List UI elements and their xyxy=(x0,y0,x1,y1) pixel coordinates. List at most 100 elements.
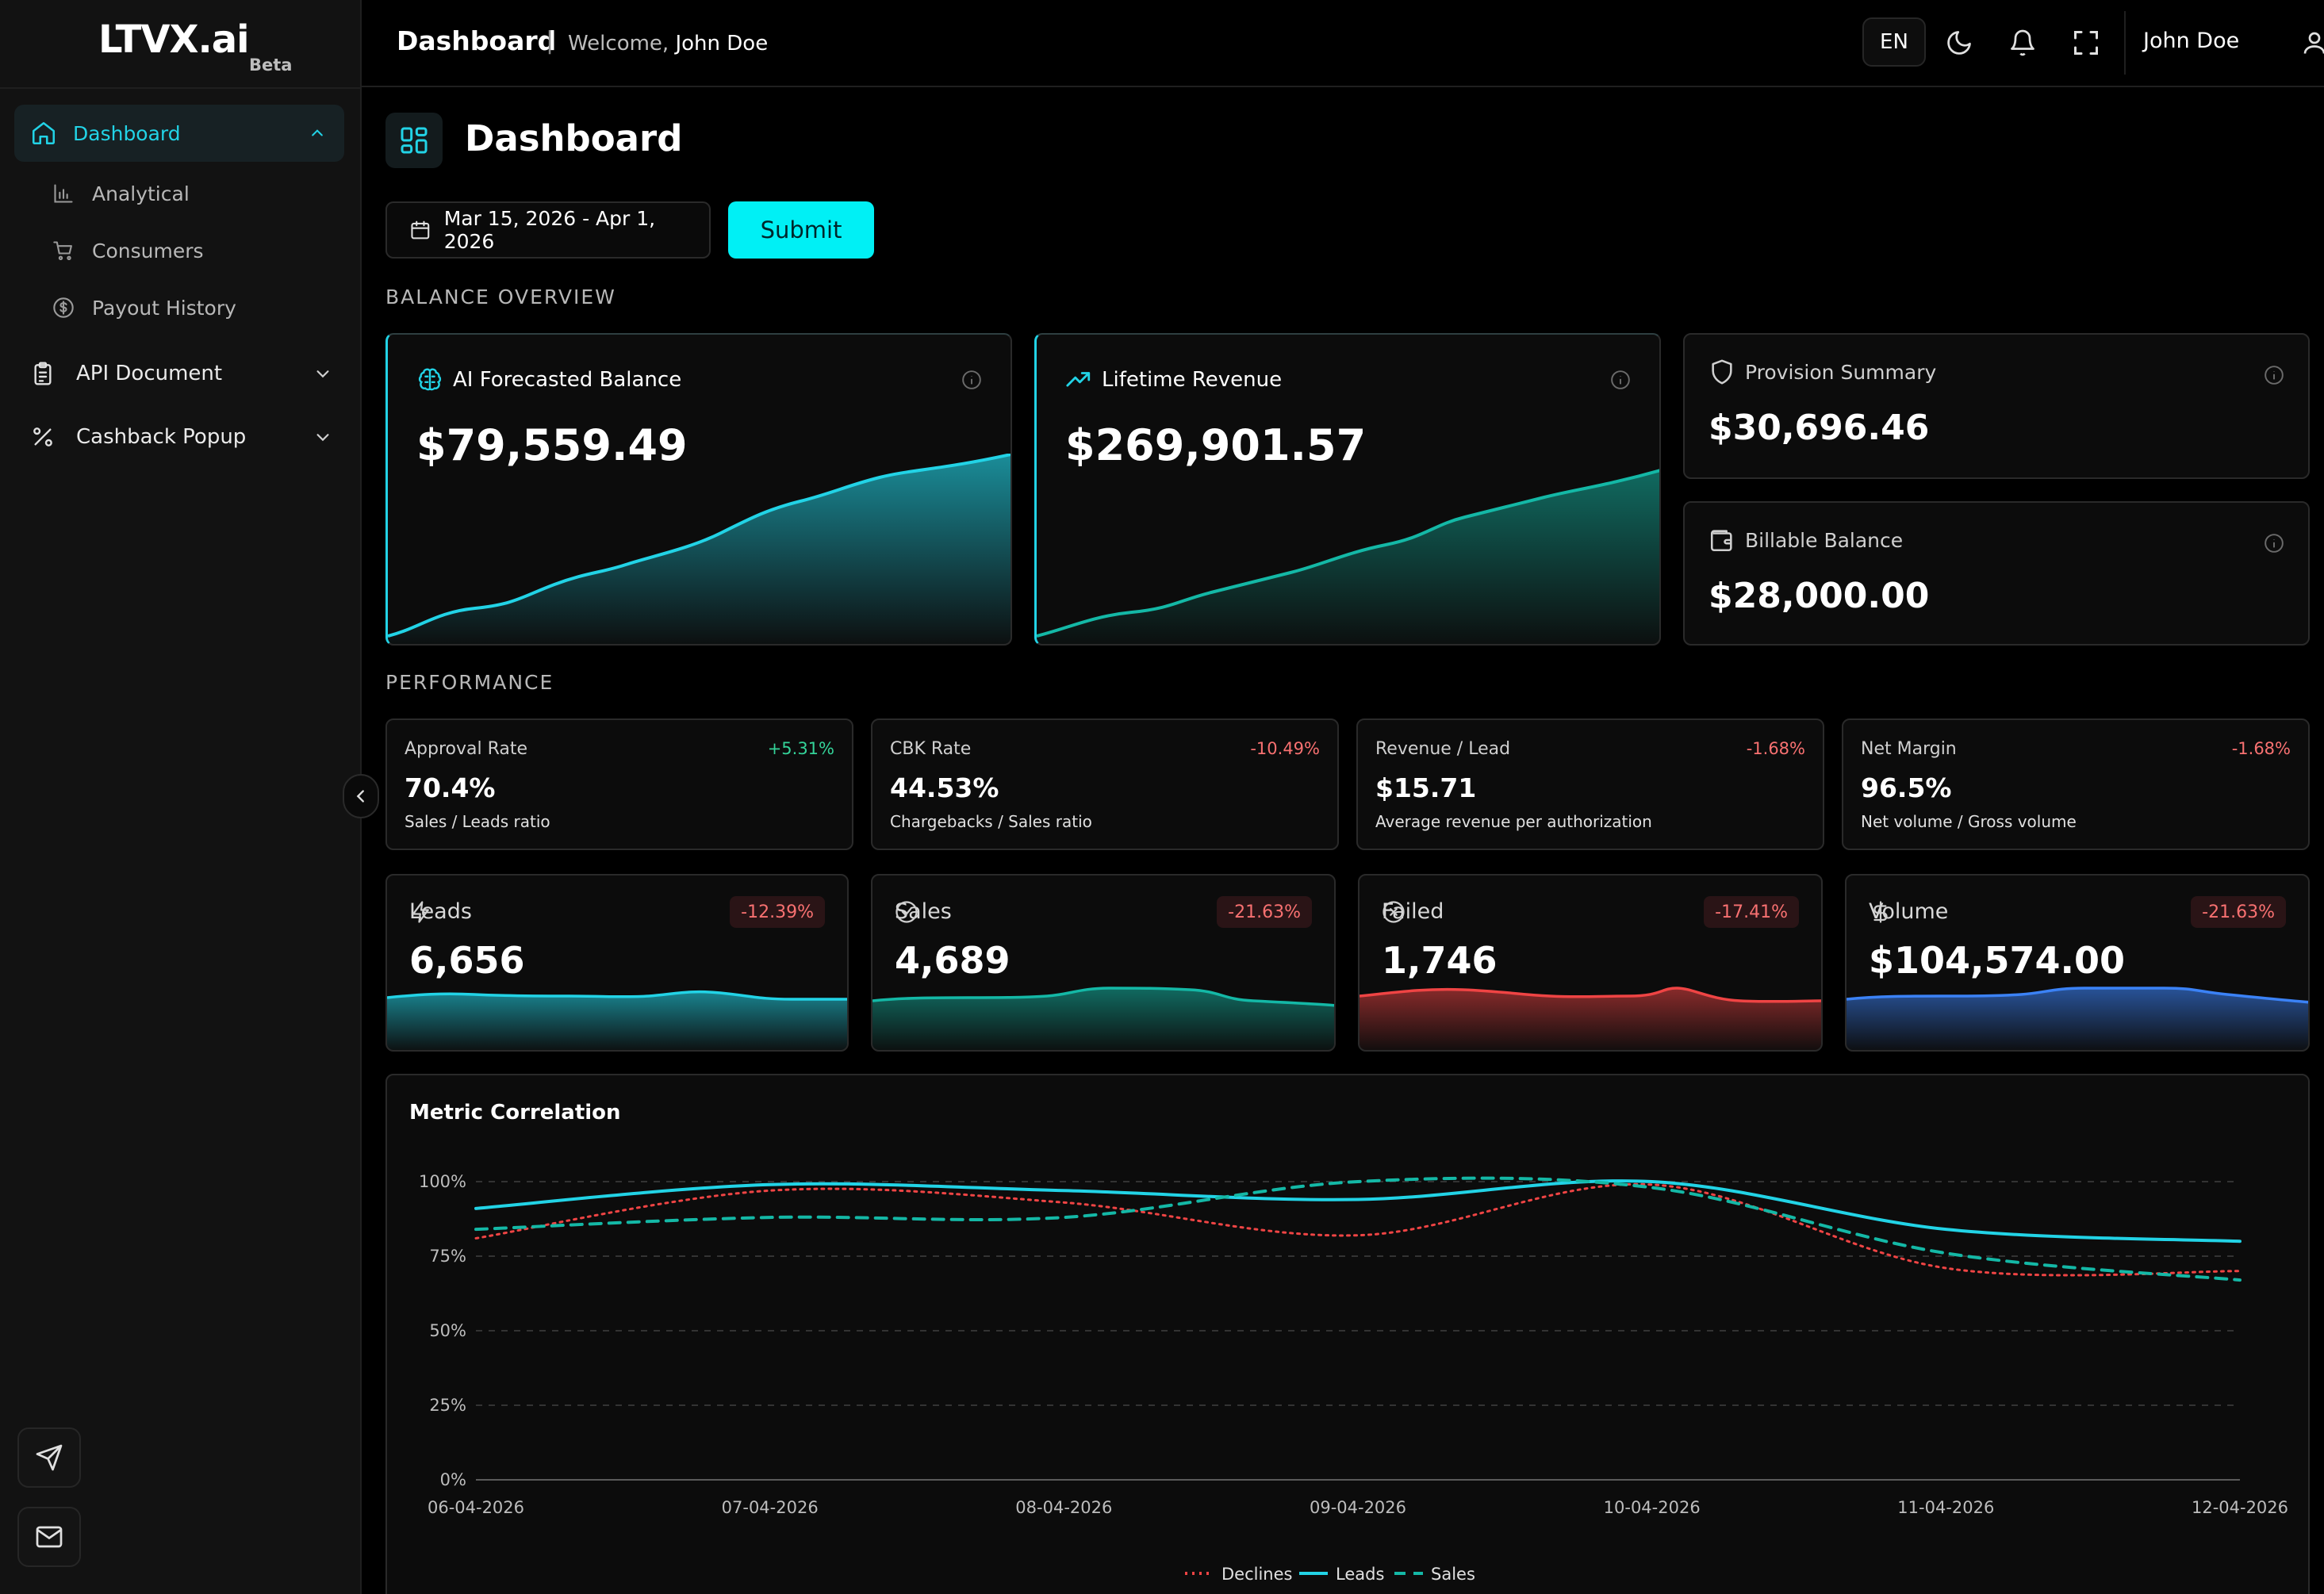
info-icon[interactable] xyxy=(1610,370,1631,390)
brain-icon xyxy=(418,368,442,391)
sidebar-item-analytical[interactable]: Analytical xyxy=(52,176,190,211)
metric-correlation-card: Metric Correlation 0% 25% 50% 75% 100% 06-04-… xyxy=(385,1074,2310,1594)
beta-label: Beta xyxy=(249,56,293,75)
x-tick-label: 08-04-2026 xyxy=(1015,1498,1112,1517)
x-circle-icon xyxy=(1383,901,1405,923)
card-amount: $30,696.46 xyxy=(1708,408,1930,448)
card-title: CBK Rate xyxy=(890,739,972,759)
card-title: Billable Balance xyxy=(1745,528,1904,552)
shield-icon xyxy=(1712,359,1732,385)
cbk-rate-card: CBK Rate -10.49% 44.53% Chargebacks / Sa… xyxy=(871,718,1339,850)
billable-balance-card: Billable Balance $28,000.00 xyxy=(1683,501,2310,646)
delta-badge: -12.39% xyxy=(730,896,825,928)
sidebar-item-api-document[interactable]: API Document xyxy=(30,354,332,393)
x-tick-label: 06-04-2026 xyxy=(428,1498,524,1517)
language-button[interactable]: EN xyxy=(1862,17,1926,67)
y-tick-label: 50% xyxy=(429,1321,466,1340)
check-circle-icon xyxy=(895,901,918,923)
fullscreen-icon[interactable] xyxy=(2072,29,2100,57)
card-header: AI Forecasted Balance xyxy=(416,366,681,393)
cart-icon xyxy=(53,241,72,261)
card-title: Provision Summary xyxy=(1745,360,1937,384)
card-value: 96.5% xyxy=(1861,772,1952,803)
clipboard-icon xyxy=(34,362,52,385)
header-divider xyxy=(2124,11,2126,75)
forecast-area-chart xyxy=(388,454,1011,644)
header-title: Dashboard xyxy=(397,25,557,56)
card-amount: $269,901.57 xyxy=(1065,420,1367,470)
user-icon[interactable] xyxy=(2300,29,2324,57)
lifetime-revenue-card: Lifetime Revenue $269,901.57 xyxy=(1034,333,1661,646)
info-icon[interactable] xyxy=(2264,365,2284,385)
net-margin-card: Net Margin -1.68% 96.5% Net volume / Gro… xyxy=(1842,718,2310,850)
sidebar-item-label: Payout History xyxy=(92,296,236,320)
sidebar-item-label: Analytical xyxy=(92,182,190,205)
card-header: Provision Summary xyxy=(1708,358,1936,385)
series-line-declines xyxy=(474,1182,2242,1277)
sidebar-item-label: Dashboard xyxy=(73,121,181,145)
welcome-name: John Doe xyxy=(675,32,769,56)
chart-title: Metric Correlation xyxy=(409,1101,621,1125)
send-button[interactable] xyxy=(17,1427,81,1488)
send-icon xyxy=(36,1444,63,1471)
ai-forecasted-balance-card: AI Forecasted Balance $79,559.49 xyxy=(385,333,1012,646)
submit-button[interactable]: Submit xyxy=(728,201,874,259)
card-value: 1,746 xyxy=(1382,939,1498,982)
x-tick-label: 07-04-2026 xyxy=(722,1498,819,1517)
delta-badge: -10.49% xyxy=(1250,739,1320,758)
balance-section-label: BALANCE OVERVIEW xyxy=(385,285,616,308)
info-icon[interactable] xyxy=(961,370,982,390)
card-title: Approval Rate xyxy=(405,739,528,759)
card-header: Leads xyxy=(409,899,472,924)
card-amount: $28,000.00 xyxy=(1708,576,1930,616)
sidebar-collapse-button[interactable] xyxy=(343,774,379,818)
card-header: Lifetime Revenue xyxy=(1065,366,1282,393)
x-tick-label: 09-04-2026 xyxy=(1310,1498,1406,1517)
moon-icon[interactable] xyxy=(1945,29,1973,57)
date-range-picker[interactable]: Mar 15, 2026 - Apr 1, 2026 xyxy=(385,201,711,259)
mail-button[interactable] xyxy=(17,1507,81,1567)
card-header: Sales xyxy=(895,899,952,924)
header-username[interactable]: John Doe xyxy=(2143,29,2240,53)
card-subtitle: Net volume / Gross volume xyxy=(1861,812,2077,831)
sidebar-item-cashback-popup[interactable]: Cashback Popup xyxy=(30,417,332,457)
sidebar-item-consumers[interactable]: Consumers xyxy=(52,233,204,268)
card-title: Lifetime Revenue xyxy=(1102,368,1283,392)
grid-icon xyxy=(401,127,428,154)
y-tick-label: 75% xyxy=(429,1247,466,1266)
provision-summary-card: Provision Summary $30,696.46 xyxy=(1683,333,2310,479)
delta-badge: -1.68% xyxy=(2231,739,2291,758)
x-tick-label: 12-04-2026 xyxy=(2192,1498,2288,1517)
delta-badge: +5.31% xyxy=(767,739,834,758)
legend-label: Leads xyxy=(1336,1565,1384,1584)
sidebar-item-payout-history[interactable]: Payout History xyxy=(52,290,236,325)
wallet-icon xyxy=(1710,530,1732,552)
sidebar-item-label: Cashback Popup xyxy=(76,425,247,449)
welcome-prefix: Welcome, xyxy=(568,32,669,56)
bar-chart-icon xyxy=(54,184,73,203)
trending-up-icon xyxy=(1066,372,1091,387)
chevron-down-icon xyxy=(316,434,329,442)
card-value: 6,656 xyxy=(409,939,525,982)
revenue-area-chart xyxy=(1037,469,1659,644)
card-title: AI Forecasted Balance xyxy=(453,368,682,392)
mail-icon xyxy=(36,1526,63,1548)
welcome-text: Welcome, John Doe xyxy=(568,32,768,56)
logo[interactable]: LTVX.ai Beta xyxy=(98,17,292,81)
sidebar-item-dashboard[interactable]: Dashboard xyxy=(14,105,344,162)
delta-badge: -17.41% xyxy=(1704,896,1799,928)
x-tick-label: 10-04-2026 xyxy=(1604,1498,1701,1517)
bell-icon[interactable] xyxy=(2008,29,2037,57)
leads-kpi-card: Leads -12.39% 6,656 xyxy=(385,874,849,1052)
card-subtitle: Average revenue per authorization xyxy=(1375,812,1652,831)
info-icon[interactable] xyxy=(2264,533,2284,554)
sales-sparkline xyxy=(872,987,1334,1050)
card-title: Net Margin xyxy=(1861,739,1957,759)
sidebar-item-label: Consumers xyxy=(92,239,204,262)
chevron-left-icon xyxy=(356,790,364,803)
header-separator: | xyxy=(546,27,554,55)
delta-badge: -21.63% xyxy=(1217,896,1312,928)
performance-section-label: PERFORMANCE xyxy=(385,671,554,694)
failed-sparkline xyxy=(1360,987,1821,1050)
